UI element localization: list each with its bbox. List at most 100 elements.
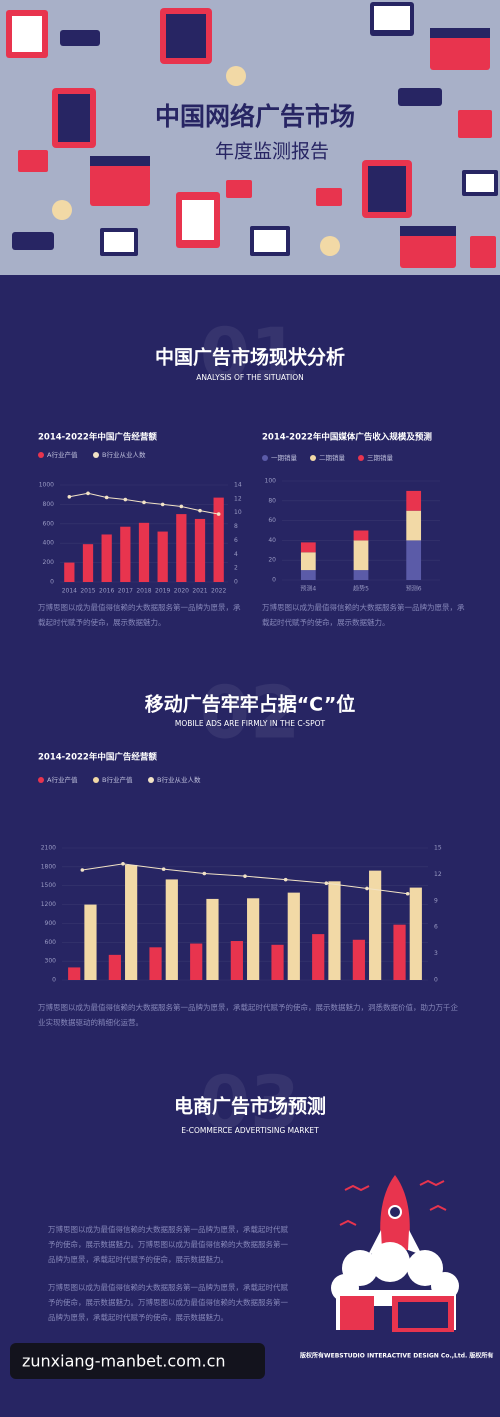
section-subtitle: E-COMMERCE ADVERTISING MARKET	[181, 1126, 319, 1135]
line-point	[161, 867, 166, 871]
y-tick-label: 1200	[41, 901, 56, 908]
bar	[409, 887, 422, 980]
line-point	[80, 868, 85, 872]
x-tick-label: 趋势5	[353, 585, 369, 593]
header-icons	[6, 2, 498, 268]
legend-dot	[38, 452, 44, 458]
line-point	[121, 862, 125, 866]
bar-segment	[300, 552, 316, 571]
watermark-bg	[10, 1343, 265, 1379]
line-point	[160, 502, 165, 507]
x-tick-label: 2018	[136, 588, 151, 595]
x-tick-label: 2020	[174, 588, 189, 595]
bar	[206, 898, 219, 980]
y2-tick-label: 6	[234, 537, 238, 544]
bar	[68, 967, 81, 980]
line-point	[198, 508, 202, 513]
line-point	[324, 881, 329, 885]
x-tick-label: 预测4	[300, 585, 316, 593]
chart-caption: 万博思图以成为最值得信赖的大数据服务第一品牌为愿景，承载起时代赋予的使命，展示数…	[38, 603, 241, 627]
y-tick-label: 40	[268, 537, 276, 544]
y2-tick-label: 12	[434, 871, 442, 878]
bar	[82, 544, 94, 582]
paragraph: 万博思图以成为最值得信赖的大数据服务第一品牌为愿景，承载起时代赋予的使命，展示数…	[48, 1225, 288, 1264]
section-number: 01	[200, 313, 300, 397]
y-tick-label: 0	[272, 577, 276, 584]
y-tick-label: 80	[268, 497, 276, 504]
y-tick-label: 1800	[41, 863, 56, 870]
watermark: zunxiang-manbet.com.cn	[22, 1352, 226, 1371]
section-title: 移动广告牢牢占据“C”位	[145, 693, 356, 716]
bar	[230, 941, 243, 980]
bar	[271, 944, 284, 980]
bar	[64, 562, 75, 582]
y-tick-label: 300	[45, 958, 57, 965]
bar	[176, 514, 187, 582]
x-tick-label: 2022	[211, 588, 226, 595]
section-subtitle: ANALYSIS OF THE SITUATION	[196, 373, 304, 382]
chart-title: 2014-2022年中国广告经营额	[38, 432, 157, 443]
bar	[352, 939, 365, 980]
y-tick-label: 0	[52, 977, 56, 984]
bar	[190, 943, 203, 980]
bar-segment	[353, 570, 369, 580]
legend-label: A行业产值	[47, 775, 78, 784]
y-tick-label: 600	[43, 520, 55, 527]
line-point	[283, 877, 288, 882]
y-tick-label: 400	[43, 540, 55, 547]
y2-tick-label: 2	[234, 565, 238, 572]
y-tick-label: 20	[268, 557, 276, 564]
legend-label: 三期销量	[367, 453, 394, 462]
legend-dot	[358, 455, 364, 461]
bar	[247, 898, 260, 980]
y2-tick-label: 3	[434, 950, 438, 957]
line-point	[179, 504, 184, 509]
section-number: 03	[200, 1061, 300, 1145]
header-subtitle: 年度监测报告	[215, 141, 329, 163]
copyright: 版权所有WEBSTUDIO INTERACTIVE DESIGN Co.,Ltd…	[299, 1352, 493, 1360]
line-point	[202, 871, 207, 876]
bar	[312, 934, 325, 980]
legend-dot	[262, 455, 268, 461]
bar	[393, 924, 406, 980]
bar	[84, 904, 97, 980]
bar	[149, 947, 162, 980]
legend-label: B行业产值	[102, 775, 133, 784]
y-tick-label: 60	[268, 517, 276, 524]
bar	[213, 497, 224, 582]
bar	[369, 870, 382, 980]
section-subtitle: MOBILE ADS ARE FIRMLY IN THE C-SPOT	[175, 719, 326, 728]
x-tick-label: 2014	[62, 588, 77, 595]
legend-dot	[310, 455, 316, 461]
bar-segment	[406, 540, 422, 580]
bar	[165, 879, 178, 980]
bar	[101, 534, 112, 582]
legend-label: 一期销量	[271, 453, 298, 462]
bar-segment	[353, 540, 369, 571]
bar	[328, 881, 341, 980]
line-point	[142, 500, 146, 505]
bar-segment	[406, 490, 422, 511]
y2-tick-label: 9	[434, 897, 438, 904]
bar	[157, 531, 168, 582]
x-tick-label: 2019	[155, 588, 170, 595]
bar	[138, 522, 150, 582]
x-tick-label: 预测6	[406, 585, 422, 593]
y2-tick-label: 14	[234, 482, 242, 489]
legend-dot	[38, 777, 44, 783]
y-tick-label: 900	[45, 920, 57, 927]
line-point	[405, 891, 410, 896]
y2-tick-label: 0	[434, 977, 438, 984]
chart-title: 2014-2022年中国媒体广告收入规模及预测	[262, 432, 432, 443]
line-point	[216, 512, 221, 516]
y-tick-label: 200	[43, 559, 55, 566]
x-tick-label: 2015	[80, 588, 95, 595]
legend-dot	[148, 777, 154, 783]
bar	[125, 864, 138, 980]
bar-segment	[300, 570, 316, 580]
y2-tick-label: 4	[234, 551, 238, 558]
legend-label: 二期销量	[319, 453, 346, 462]
bar-segment	[406, 510, 422, 541]
